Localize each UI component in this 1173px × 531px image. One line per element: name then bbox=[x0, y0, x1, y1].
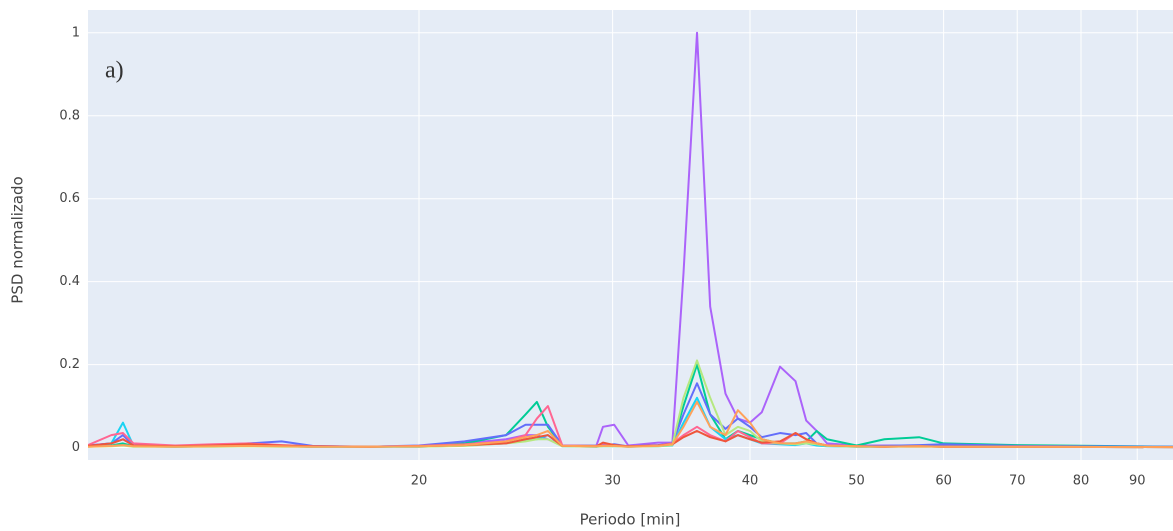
x-tick-label: 30 bbox=[604, 474, 621, 489]
y-tick-label: 1 bbox=[72, 25, 80, 40]
x-tick-label: 50 bbox=[848, 474, 865, 489]
x-tick-label: 80 bbox=[1073, 474, 1090, 489]
plot-area bbox=[88, 10, 1173, 460]
y-axis-title: PSD normalizado bbox=[9, 176, 27, 303]
x-tick-label: 60 bbox=[935, 474, 952, 489]
y-tick-label: 0.8 bbox=[59, 108, 80, 123]
data-line bbox=[88, 400, 1173, 449]
y-tick-label: 0 bbox=[72, 440, 80, 455]
y-tick-label: 0.2 bbox=[59, 357, 80, 372]
x-axis-title: Periodo [min] bbox=[580, 511, 681, 529]
x-tick-label: 70 bbox=[1009, 474, 1026, 489]
y-tick-label: 0.6 bbox=[59, 191, 80, 206]
annotation: a) bbox=[105, 58, 124, 84]
y-tick-label: 0.4 bbox=[59, 274, 80, 289]
x-tick-label: 20 bbox=[411, 474, 428, 489]
x-tick-label: 40 bbox=[742, 474, 759, 489]
x-tick-label: 90 bbox=[1129, 474, 1146, 489]
